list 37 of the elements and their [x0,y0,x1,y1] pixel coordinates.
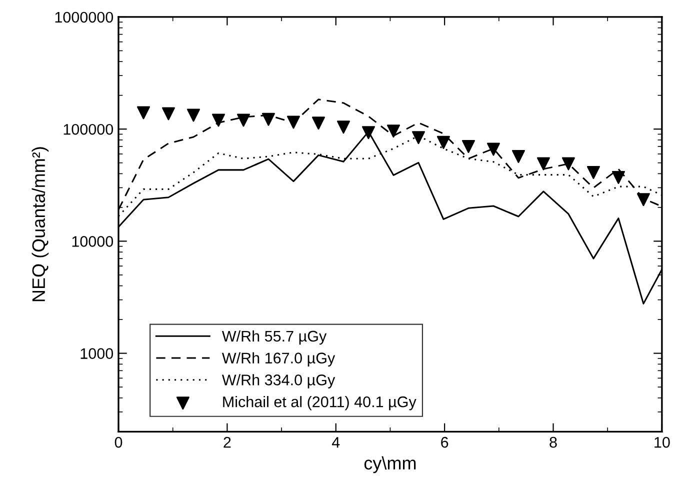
point [636,193,650,206]
point [236,114,250,127]
x-tick-label: 4 [332,437,340,448]
y-tick-label: 1000 [80,348,114,359]
legend-label: Michail et al (2011) 40.1 µGy [223,396,416,410]
point [462,140,475,153]
y-tick-label: 100000 [64,124,114,135]
point [536,157,550,170]
x-tick-label: 2 [224,436,231,448]
legend-label: W/Rh 334.0 µGy [222,374,336,388]
point [612,170,625,184]
point [436,136,450,149]
point [312,116,325,130]
point [262,112,275,126]
point [186,108,200,122]
point [562,157,575,170]
point [162,107,175,120]
legend-label: W/Rh 167.0 µGy [222,352,336,366]
x-tick-label: 0 [114,436,122,448]
x-tick-label: 8 [550,436,557,448]
point [386,124,400,138]
point [212,114,225,127]
y-tick-label: 10000 [72,236,114,247]
point [486,142,500,156]
point [286,116,300,129]
point [412,131,425,144]
x-axis-title: cy\mm [364,456,416,474]
point [136,106,150,120]
legend-label: W/Rh 55.7 µGy [222,330,327,345]
point [336,120,350,134]
y-axis-title: NEQ (Quanta/mm²) [32,147,49,302]
point [362,126,375,140]
x-tick-label: 10 [654,436,670,448]
point [512,150,525,163]
y-tick-label: 1000000 [55,12,114,23]
x-tick-label: 6 [441,436,448,448]
point [586,166,600,179]
